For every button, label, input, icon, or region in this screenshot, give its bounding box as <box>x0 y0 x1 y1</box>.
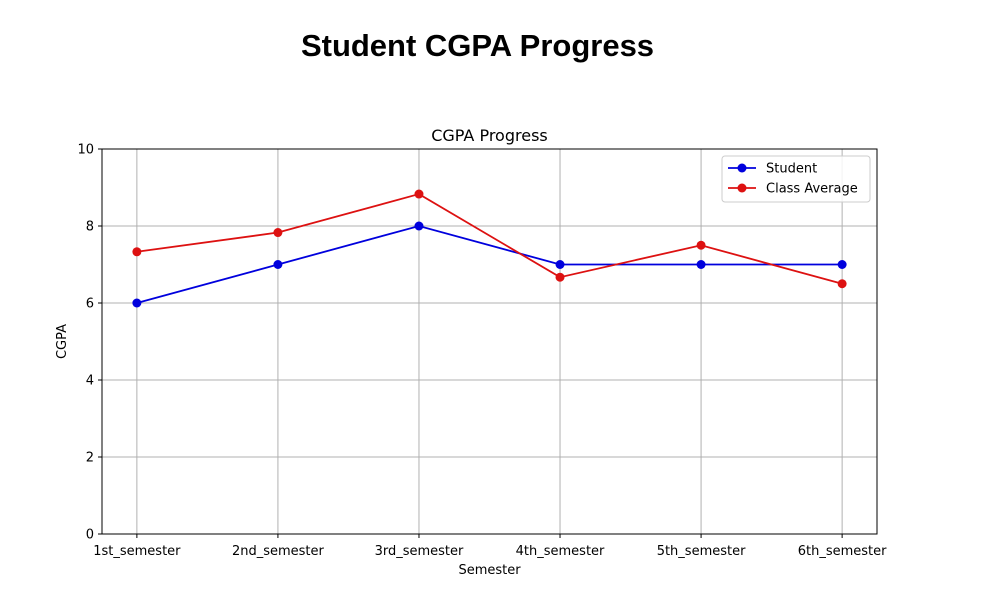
grid-layer <box>102 148 877 535</box>
y-tick-label: 2 <box>86 451 94 466</box>
data-point <box>414 221 424 231</box>
y-tick-label: 4 <box>86 374 94 389</box>
legend-label: Student <box>766 162 817 177</box>
y-tick-label: 8 <box>86 220 94 235</box>
series-line <box>136 193 843 285</box>
x-axis-label: Semester <box>458 563 521 578</box>
page-title: Student CGPA Progress <box>300 28 655 63</box>
legend-marker <box>737 163 747 173</box>
data-point <box>837 279 847 289</box>
plot-area-frame <box>101 148 878 535</box>
data-point <box>414 189 424 199</box>
x-tick-label: 4th_semester <box>516 544 605 559</box>
data-point <box>696 240 706 250</box>
legend: Student Class Average <box>721 155 871 203</box>
x-tick-label: 2nd_semester <box>232 544 325 559</box>
data-point <box>273 228 283 238</box>
chart-title: CGPA Progress <box>431 126 548 145</box>
x-tick-label: 1st_semester <box>93 544 181 559</box>
series-line <box>136 225 843 304</box>
y-axis-label: CGPA <box>55 324 70 359</box>
series-0 <box>132 221 847 308</box>
data-point <box>132 247 142 257</box>
y-tick-label: 0 <box>86 528 94 543</box>
data-point <box>555 260 565 269</box>
x-tick-label: 3rd_semester <box>375 544 464 559</box>
x-tick-label: 6th_semester <box>798 544 887 559</box>
data-point <box>132 298 142 308</box>
series-1 <box>132 189 847 289</box>
x-axis-ticks: 1st_semester 2nd_semester 3rd_semester 4th_… <box>93 534 887 559</box>
data-point <box>837 260 847 269</box>
legend-box <box>721 155 871 203</box>
legend-item: Student <box>728 162 817 177</box>
y-tick-label: 10 <box>77 143 94 158</box>
y-axis-ticks: 0 2 4 6 8 10 <box>77 143 102 543</box>
legend-item: Class Average <box>728 182 858 197</box>
data-point <box>555 272 565 282</box>
series-layer <box>132 189 847 308</box>
x-tick-label: 5th_semester <box>657 544 746 559</box>
legend-label: Class Average <box>766 182 858 197</box>
y-tick-label: 6 <box>86 297 94 312</box>
data-point <box>273 260 283 269</box>
data-point <box>696 260 706 269</box>
legend-marker <box>737 183 747 193</box>
